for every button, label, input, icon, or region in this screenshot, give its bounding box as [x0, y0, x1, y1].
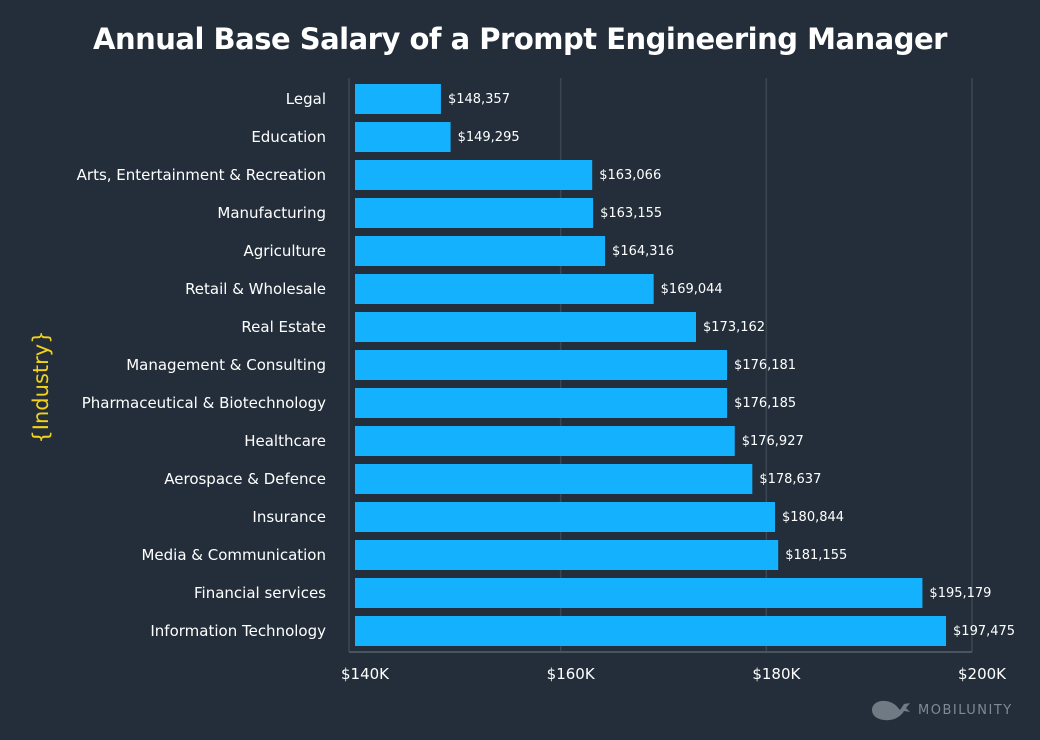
- bar: [355, 122, 451, 152]
- value-label: $163,066: [599, 168, 661, 183]
- bar: [355, 502, 776, 532]
- value-label: $163,155: [600, 206, 662, 221]
- category-label: Retail & Wholesale: [185, 280, 326, 298]
- value-label: $173,162: [703, 320, 765, 335]
- category-label: Management & Consulting: [126, 356, 326, 374]
- value-label: $195,179: [929, 586, 991, 601]
- x-tick-label: $200K: [958, 665, 1007, 683]
- bar: [355, 84, 441, 114]
- value-label: $181,155: [785, 548, 847, 563]
- category-label: Insurance: [252, 508, 326, 526]
- value-label: $176,927: [742, 434, 804, 449]
- bar: [355, 198, 594, 228]
- bar: [355, 350, 728, 380]
- bar: [355, 388, 728, 418]
- bar: [355, 578, 923, 608]
- category-label: Agriculture: [244, 242, 327, 260]
- whale-icon: [872, 700, 910, 721]
- category-label: Pharmaceutical & Biotechnology: [82, 394, 326, 412]
- value-label: $149,295: [458, 130, 520, 145]
- x-tick-label: $140K: [341, 665, 390, 683]
- category-label: Education: [251, 128, 326, 146]
- bar: [355, 312, 697, 342]
- value-label: $148,357: [448, 92, 510, 107]
- bar: [355, 160, 593, 190]
- bar: [355, 236, 606, 266]
- logo-text: MOBILUNITY: [918, 702, 1013, 718]
- value-label: $180,844: [782, 510, 844, 525]
- value-label: $164,316: [612, 244, 674, 259]
- category-label: Information Technology: [150, 622, 326, 640]
- mobilunity-logo: MOBILUNITY: [870, 698, 1013, 722]
- bar: [355, 540, 779, 570]
- bar: [355, 464, 753, 494]
- value-label: $197,475: [953, 624, 1015, 639]
- category-label: Financial services: [194, 584, 326, 602]
- bar: [355, 426, 735, 456]
- chart-title: Annual Base Salary of a Prompt Engineeri…: [93, 22, 947, 56]
- bar: [355, 616, 947, 646]
- x-tick-label: $180K: [752, 665, 801, 683]
- value-label: $176,181: [734, 358, 796, 373]
- category-label: Media & Communication: [141, 546, 326, 564]
- category-label: Real Estate: [241, 318, 326, 336]
- category-label: Healthcare: [244, 432, 326, 450]
- category-label: Arts, Entertainment & Recreation: [77, 166, 326, 184]
- category-label: Aerospace & Defence: [164, 470, 326, 488]
- x-tick-label: $160K: [547, 665, 596, 683]
- value-label: $178,637: [759, 472, 821, 487]
- value-label: $176,185: [734, 396, 796, 411]
- value-label: $169,044: [661, 282, 723, 297]
- category-label: Legal: [286, 90, 326, 108]
- category-label: Manufacturing: [217, 204, 326, 222]
- bar: [355, 274, 654, 304]
